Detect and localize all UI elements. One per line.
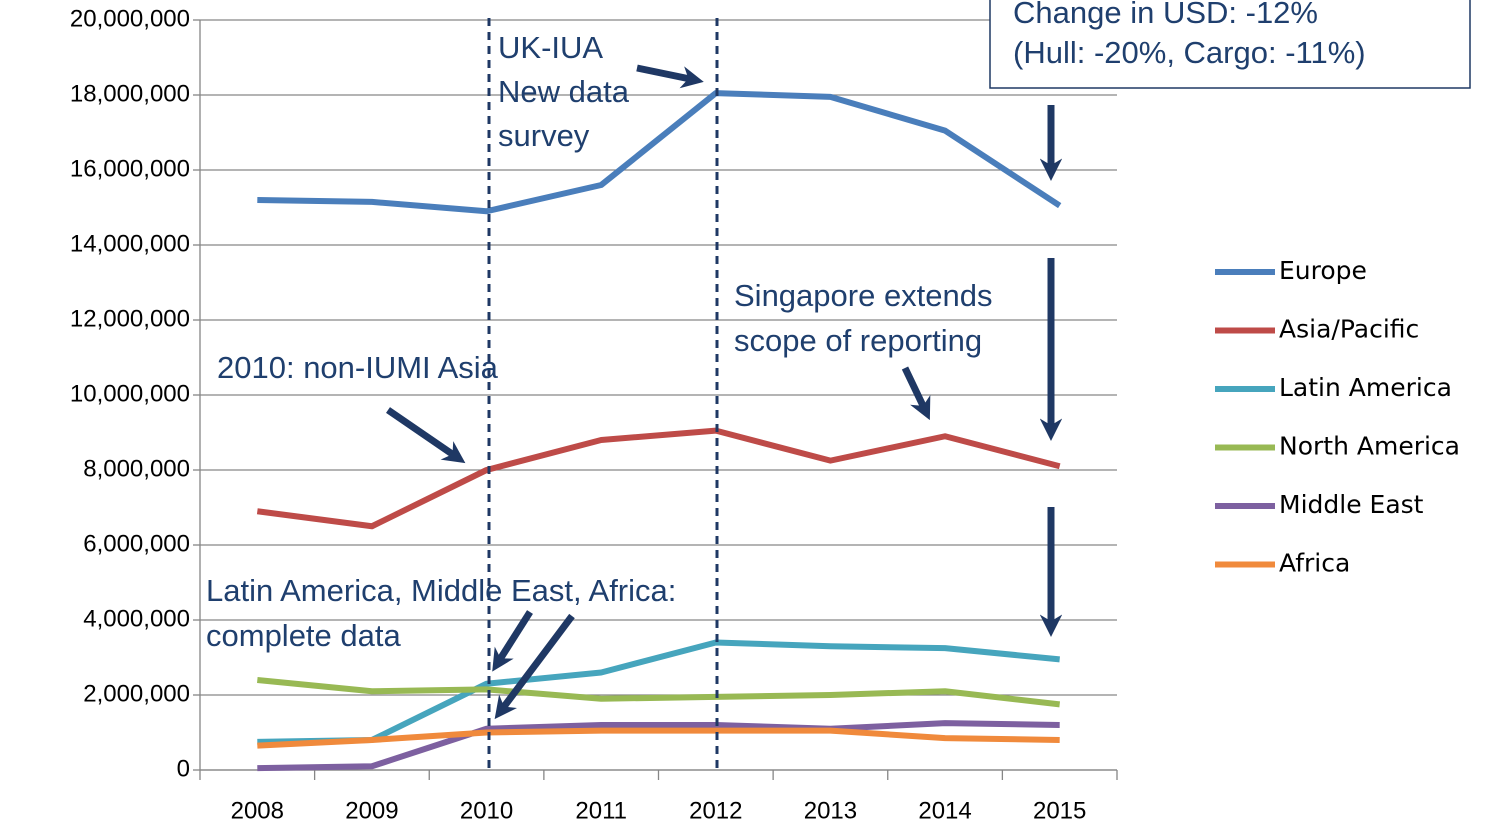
x-tick-label: 2011 [575,797,627,824]
y-tick-label: 6,000,000 [83,530,190,557]
y-tick-label: 0 [177,755,190,782]
annotation-shapes [386,0,1471,770]
legend-label: Europe [1279,256,1367,285]
annotation: New data [498,74,630,109]
y-tick-label: 8,000,000 [83,455,190,482]
annotation: Latin America, Middle East, Africa: [206,573,676,608]
arrow [494,613,575,720]
y-tick-label: 20,000,000 [70,5,190,32]
legend-label: Middle East [1279,490,1424,519]
annotation: 2010: non-IUMI Asia [217,350,499,385]
y-tick-label: 12,000,000 [70,305,190,332]
legend-label: North America [1279,432,1460,461]
series-line [257,639,1060,745]
x-tick-label: 2009 [345,797,398,824]
x-tick-label: 2015 [1033,797,1086,824]
legend-label: Africa [1279,549,1350,578]
arrow [901,366,931,421]
x-tick-label: 2012 [689,797,742,824]
x-tick-label: 2013 [804,797,857,824]
y-tick-label: 2,000,000 [83,680,190,707]
y-tick-label: 10,000,000 [70,380,190,407]
y-tick-label: 4,000,000 [83,605,190,632]
y-tick-label: 18,000,000 [70,80,190,107]
arrow [492,610,533,672]
legend-label: Latin America [1279,373,1452,402]
x-tick-label: 2008 [231,797,284,824]
series-line [257,727,1060,749]
x-tick-label: 2010 [460,797,513,824]
series-line [256,427,1061,530]
annotation: (Hull: -20%, Cargo: -11%) [1013,35,1366,70]
y-tick-label: 16,000,000 [70,155,190,182]
annotation: complete data [206,618,401,653]
annotation: scope of reporting [734,323,982,358]
annotation: Change in USD: -12% [1013,0,1318,30]
annotation: UK-IUA [498,30,603,65]
annotation: Singapore extends [734,278,993,313]
arrow [386,407,466,464]
annotation-box [989,0,1471,89]
arrow [636,64,704,89]
series-line [257,720,1060,772]
legend-label: Asia/Pacific [1279,315,1419,344]
annotation: survey [498,118,590,153]
series-line [257,677,1061,708]
y-tick-label: 14,000,000 [70,230,190,257]
series-line [257,90,1062,215]
x-tick-label: 2014 [918,797,971,824]
